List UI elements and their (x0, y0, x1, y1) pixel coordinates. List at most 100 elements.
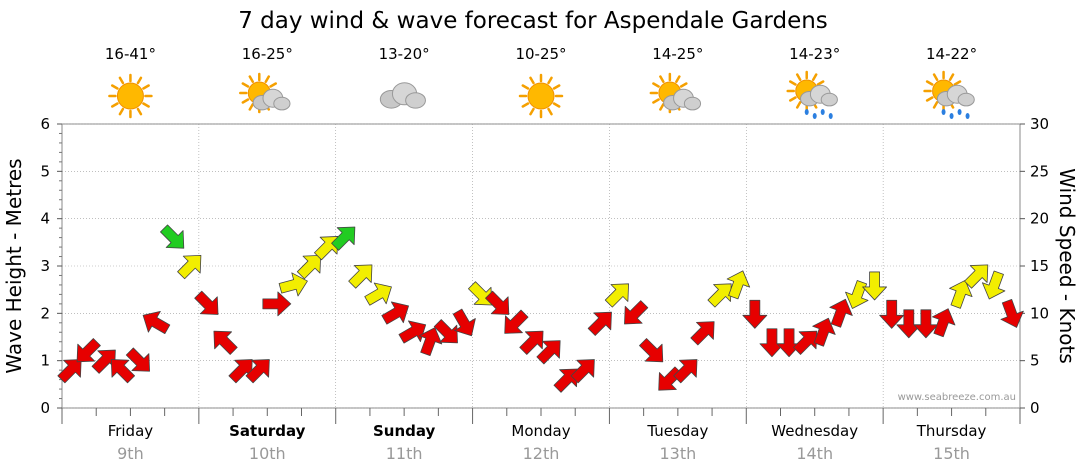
wind-arrow (418, 327, 443, 357)
temperature-label: 10-25° (515, 45, 566, 63)
wind-arrow (536, 340, 561, 365)
wind-arrow (194, 290, 219, 315)
wind-arrow (91, 349, 116, 374)
day-name-label: Wednesday (771, 422, 858, 440)
wind-arrow (519, 330, 544, 355)
y-right-tick-label: 10 (1030, 304, 1049, 322)
cloud-shape (379, 82, 426, 109)
weather-row: 16-41° 16-25° 13-20° 10-25° 14-25° 14-23° 14-2… (105, 45, 977, 119)
day-date-label: 9th (117, 444, 144, 463)
wind-arrow (364, 282, 392, 306)
day-date-label: 13th (659, 444, 696, 463)
wind-arrow (964, 264, 989, 289)
plot-frame (61, 123, 1021, 409)
day-name-label: Tuesday (646, 422, 708, 440)
y-left-tick-label: 6 (40, 115, 50, 133)
day-name-label: Monday (511, 422, 570, 440)
y-left-tick-label: 1 (40, 352, 50, 370)
y-axis-right-label: Wind Speed - Knots (1055, 168, 1079, 364)
wind-arrow (570, 359, 595, 384)
wind-arrow (177, 254, 202, 280)
temperature-label: 16-25° (242, 45, 293, 63)
day-date-label: 10th (249, 444, 286, 463)
wind-arrow (776, 328, 802, 358)
wind-arrow (213, 330, 238, 355)
wind-arrow (742, 299, 768, 329)
y-right-tick-label: 20 (1030, 210, 1049, 228)
wind-arrow (658, 366, 683, 391)
day-name-label: Saturday (229, 422, 306, 440)
y-left-tick-label: 2 (40, 304, 50, 322)
sun-cloud-icon (649, 72, 702, 114)
watermark: www.seabreeze.com.au (898, 392, 1016, 403)
wind-arrow (278, 272, 308, 297)
wind-arrow (125, 347, 150, 372)
wind-arrow (142, 311, 171, 335)
chart-title: 7 day wind & wave forecast for Aspendale… (238, 8, 828, 34)
wind-arrow (452, 308, 476, 337)
y-right-tick-label: 0 (1030, 399, 1040, 417)
wind-arrow (76, 338, 101, 363)
wind-arrow (913, 309, 939, 339)
sun-icon (108, 73, 153, 119)
y-left-tick-label: 3 (40, 257, 50, 275)
day-date-label: 12th (523, 444, 560, 463)
cloud-icon (379, 82, 426, 109)
wind-arrow (57, 359, 82, 384)
sun-shape (108, 73, 153, 119)
wind-arrow (262, 291, 292, 317)
wind-arrow (504, 309, 529, 334)
sun-rain-icon (786, 70, 838, 119)
wind-arrow (245, 359, 270, 384)
sun-rain-icon (923, 70, 975, 119)
wind-arrow (398, 320, 427, 344)
sun-icon (518, 73, 564, 119)
wind-arrow (639, 338, 664, 363)
wind-arrow (110, 359, 136, 384)
cloud-shape (936, 84, 975, 107)
wind-arrow (587, 311, 612, 336)
wind-arrow (726, 270, 751, 300)
wind-arrow (932, 308, 956, 338)
y-right-tick-label: 5 (1030, 352, 1040, 370)
wind-arrow (433, 319, 458, 344)
wind-arrow (228, 359, 253, 384)
rain-drops (941, 109, 970, 119)
right-axis: 0 5 10 15 20 25 30 (1020, 115, 1049, 417)
y-right-tick-label: 25 (1030, 162, 1049, 180)
temperature-label: 14-22° (926, 45, 977, 63)
day-labels: Friday 9th Saturday 10th Sunday 11th Monday 12t… (108, 422, 987, 463)
day-name-label: Friday (108, 422, 154, 440)
wind-arrow (348, 264, 373, 289)
temperature-label: 16-41° (105, 45, 156, 63)
wind-arrows (57, 224, 1024, 393)
wind-arrow (812, 317, 836, 347)
wind-arrow (624, 300, 649, 325)
day-date-label: 15th (933, 444, 970, 463)
cloud-shape (663, 88, 702, 111)
wind-arrow (981, 270, 1006, 300)
sun-shape (518, 73, 564, 119)
cloud-shape (800, 84, 838, 107)
wind-arrow (949, 279, 973, 309)
temperature-label: 14-25° (652, 45, 703, 63)
wind-arrow (485, 290, 510, 315)
wind-arrow (829, 298, 853, 328)
wind-arrow (296, 254, 322, 280)
y-axis-left-label: Wave Height - Metres (2, 158, 26, 373)
wind-arrow (331, 226, 356, 251)
wind-arrow (845, 280, 869, 309)
wind-arrow (1000, 299, 1024, 328)
y-right-tick-label: 30 (1030, 115, 1049, 133)
y-left-tick-label: 0 (40, 399, 50, 417)
temperature-label: 13-20° (379, 45, 430, 63)
temperature-label: 14-23° (789, 45, 840, 63)
rain-drops (804, 109, 833, 119)
wind-arrow (467, 281, 493, 306)
wind-arrow (896, 309, 922, 339)
wind-arrow (673, 359, 698, 384)
y-left-tick-label: 5 (40, 162, 50, 180)
y-right-tick-label: 15 (1030, 257, 1049, 275)
wind-arrow (759, 328, 785, 358)
